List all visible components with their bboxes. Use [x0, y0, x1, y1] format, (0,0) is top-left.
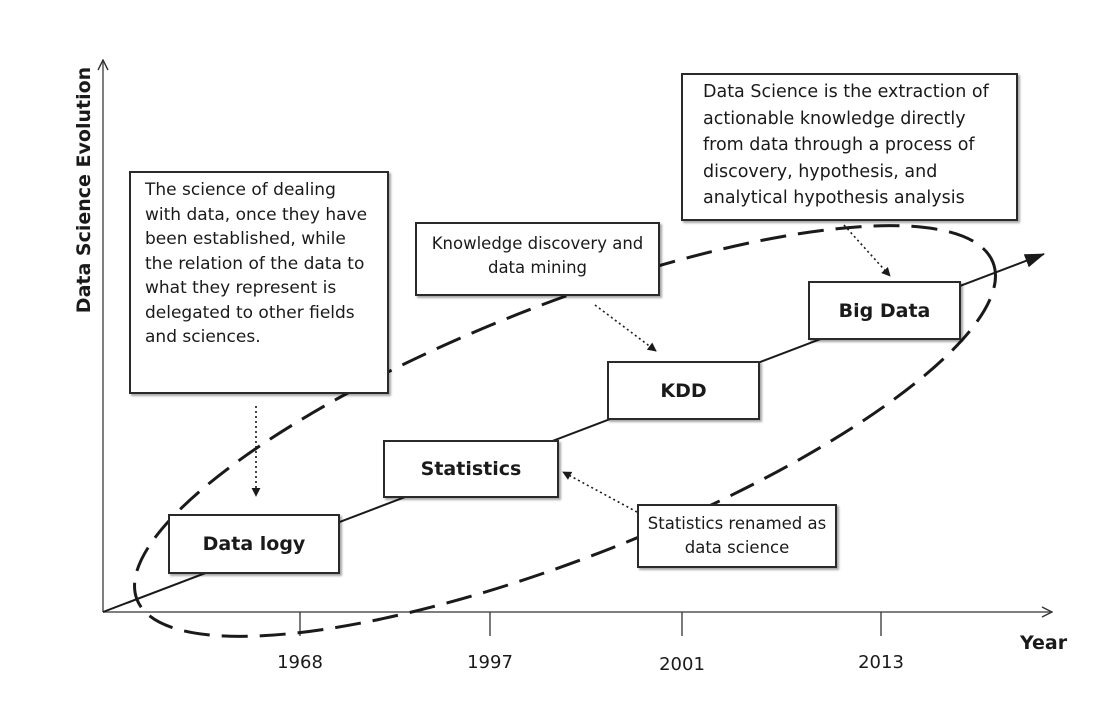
- note-data-science-text: Data Science is the extraction of action…: [703, 82, 989, 208]
- x-tick-label-2001: 2001: [659, 654, 705, 675]
- evolution-dashed-ellipse: [133, 224, 997, 638]
- x-tick-label-2013: 2013: [858, 652, 904, 673]
- y-axis-label: Data Science Evolution: [73, 66, 95, 314]
- stage-box-big-data: Big Data: [808, 281, 961, 340]
- note-kdd-text: Knowledge discovery and data mining: [431, 234, 644, 277]
- statistics-note-connector: [562, 471, 638, 513]
- stage-label-big-data: Big Data: [838, 299, 931, 322]
- x-tick-label-1997: 1997: [467, 652, 513, 673]
- stage-box-datalogy: Data logy: [168, 514, 340, 574]
- stage-label-kdd: KDD: [660, 379, 707, 402]
- stage-box-statistics: Statistics: [383, 440, 559, 498]
- note-datalogy-definition: The science of dealing with data, once t…: [129, 171, 389, 394]
- bigdata-note-connector: [843, 224, 891, 277]
- note-statistics-text: Statistics renamed as data science: [647, 514, 827, 557]
- stage-label-datalogy: Data logy: [202, 533, 306, 555]
- note-datalogy-text: The science of dealing with data, once t…: [145, 180, 368, 347]
- stage-label-statistics: Statistics: [420, 458, 522, 480]
- x-axis-label: Year: [1020, 632, 1068, 654]
- note-kdd-definition: Knowledge discovery and data mining: [415, 222, 660, 296]
- note-data-science-definition: Data Science is the extraction of action…: [681, 73, 1018, 221]
- x-tick-label-1968: 1968: [277, 652, 323, 673]
- kdd-note-connector: [594, 304, 657, 352]
- stage-box-kdd: KDD: [607, 361, 760, 420]
- note-statistics-renamed: Statistics renamed as data science: [637, 504, 837, 568]
